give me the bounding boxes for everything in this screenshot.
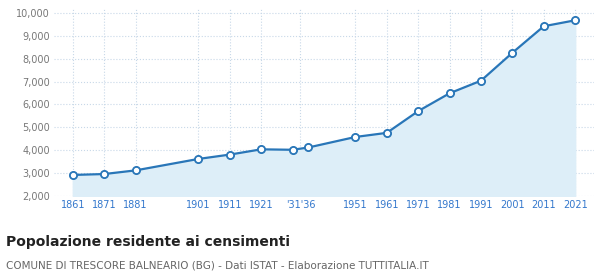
Text: Popolazione residente ai censimenti: Popolazione residente ai censimenti <box>6 235 290 249</box>
Text: COMUNE DI TRESCORE BALNEARIO (BG) - Dati ISTAT - Elaborazione TUTTITALIA.IT: COMUNE DI TRESCORE BALNEARIO (BG) - Dati… <box>6 260 429 270</box>
